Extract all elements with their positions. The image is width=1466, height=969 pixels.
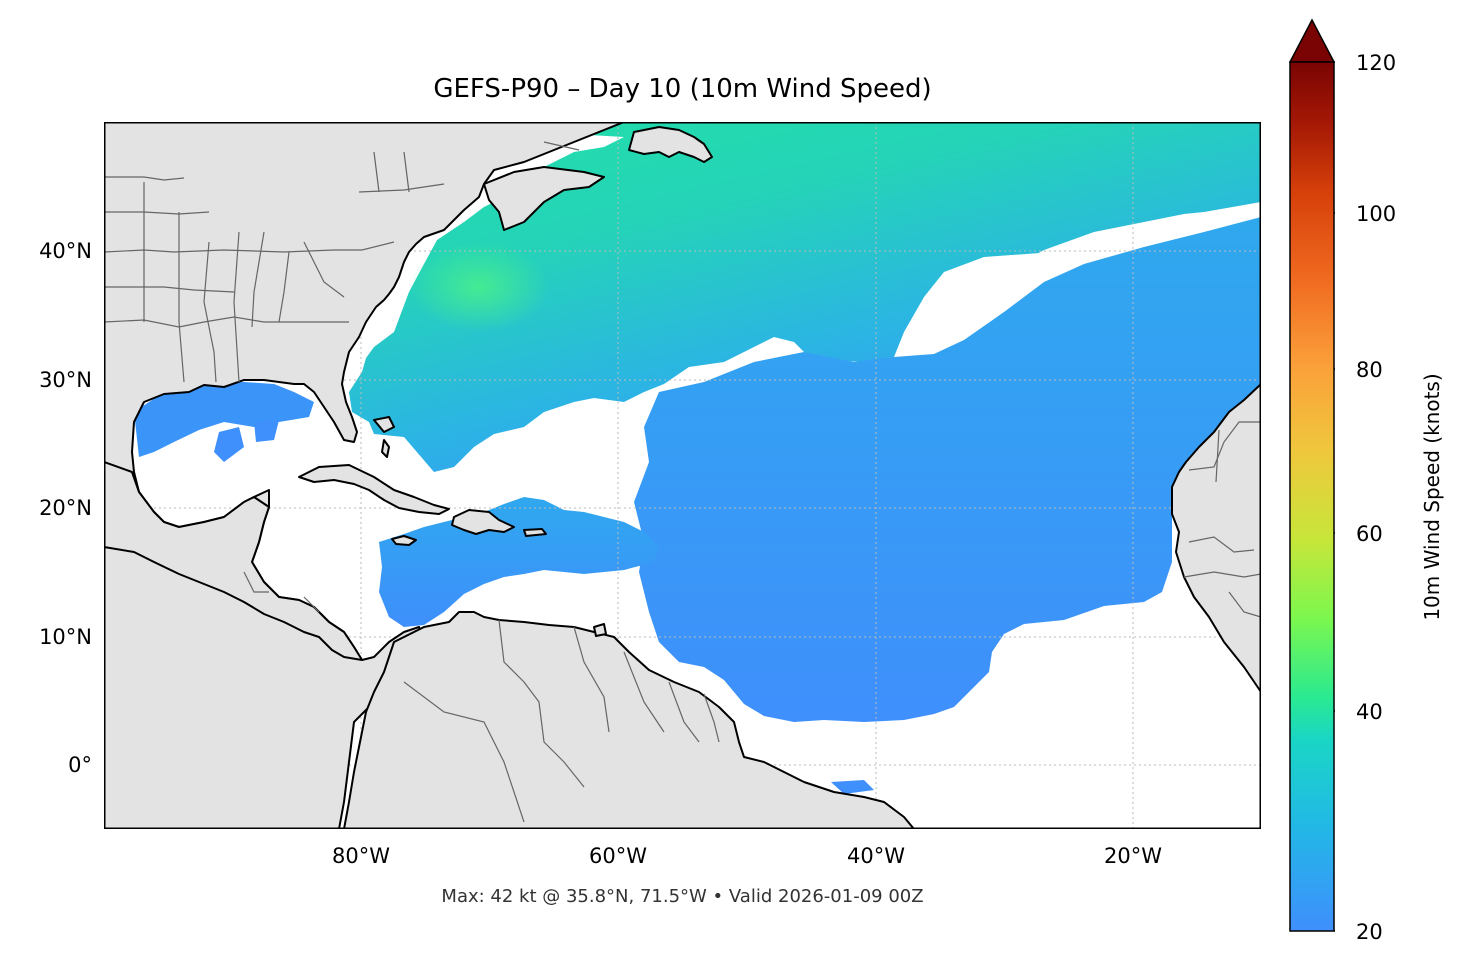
- max-wind-annotation: Max: 42 kt @ 35.8°N, 71.5°W • Valid 2026…: [441, 886, 924, 907]
- lat-label-30n: 30°N: [39, 368, 92, 392]
- political-borders: [104, 141, 1261, 823]
- colorbar-tick-100: 100: [1356, 202, 1397, 226]
- wind-maximum-hotspot: [409, 242, 549, 332]
- land-south-america: [343, 611, 915, 829]
- land-jamaica: [391, 535, 417, 546]
- land-central-america: [104, 461, 363, 661]
- lat-label-10n: 10°N: [39, 625, 92, 649]
- land-bahamas-2: [381, 439, 390, 458]
- colorbar-extend-arrow: [1288, 18, 1336, 63]
- wind-field-caribbean: [379, 497, 659, 627]
- land-puerto-rico: [523, 528, 547, 537]
- wind-patch-gulf-2: [214, 427, 244, 462]
- wind-field-north-atlantic: [349, 122, 1261, 472]
- land-nova-scotia: [483, 166, 605, 231]
- land-trinidad: [593, 623, 607, 637]
- lon-label-20w: 20°W: [1104, 844, 1162, 868]
- colorbar-tick-120: 120: [1356, 51, 1397, 75]
- calm-patch-central-atlantic: [904, 212, 1214, 354]
- wind-patch-brazil-coast: [831, 780, 874, 794]
- wind-field-tropical-atlantic: [634, 217, 1261, 722]
- map-title: GEFS-P90 – Day 10 (10m Wind Speed): [433, 74, 932, 104]
- wind-patch-gulf-3: [254, 420, 279, 442]
- colorbar-gradient: [1289, 61, 1335, 932]
- land-cuba: [298, 464, 450, 515]
- colorbar: [1288, 18, 1341, 932]
- colorbar-tick-20: 20: [1356, 920, 1383, 944]
- colorbar-title: 10m Wind Speed (knots): [1420, 373, 1444, 621]
- colorbar-tick-60: 60: [1356, 522, 1383, 546]
- lon-label-40w: 40°W: [847, 844, 905, 868]
- lat-label-equator: 0°: [68, 753, 92, 777]
- lat-label-40n: 40°N: [39, 239, 92, 263]
- map-panel[interactable]: [104, 122, 1261, 829]
- lon-label-60w: 60°W: [589, 844, 647, 868]
- colorbar-tick-80: 80: [1356, 358, 1383, 382]
- wind-field-gulf-of-mexico: [134, 382, 314, 457]
- colorbar-tick-40: 40: [1356, 700, 1383, 724]
- land-newfoundland: [628, 126, 713, 163]
- map-border: [104, 122, 1261, 829]
- land-africa: [1171, 383, 1261, 693]
- lon-label-80w: 80°W: [332, 844, 390, 868]
- lat-label-20n: 20°N: [39, 496, 92, 520]
- land-bahamas: [373, 416, 395, 433]
- land-hispaniola: [451, 509, 515, 535]
